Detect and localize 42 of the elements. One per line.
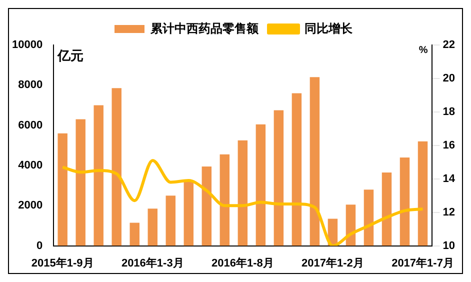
bar <box>184 182 194 246</box>
y2-tick-label: 18 <box>442 106 456 118</box>
y2-tick-label: 16 <box>442 139 456 152</box>
bar <box>418 141 428 246</box>
bar <box>220 154 230 246</box>
bar <box>310 77 320 246</box>
y2-tick-label: 20 <box>442 72 456 84</box>
bar <box>130 222 140 246</box>
bar <box>400 157 410 246</box>
y-tick-label: 4000 <box>18 160 43 172</box>
legend-label: 同比增长 <box>304 21 354 36</box>
y2-axis-title: % <box>418 44 428 56</box>
x-tick-label: 2017年1-2月 <box>302 256 364 270</box>
bar <box>76 119 86 246</box>
bar <box>364 190 374 246</box>
x-tick-label: 2016年1-8月 <box>211 256 274 270</box>
y2-tick-label: 14 <box>442 172 456 185</box>
bar <box>382 172 392 246</box>
y-tick-label: 2000 <box>18 200 43 212</box>
y-tick-label: 10000 <box>12 39 43 52</box>
bar <box>292 93 302 246</box>
bar <box>274 110 284 246</box>
y-tick-label: 8000 <box>18 79 43 92</box>
y2-tick-label: 22 <box>442 39 456 52</box>
bar <box>148 208 158 246</box>
y-tick-label: 6000 <box>18 119 43 132</box>
bar <box>238 140 248 246</box>
bar <box>166 196 176 246</box>
x-tick-label: 2016年1-3月 <box>121 256 184 270</box>
bar <box>202 166 212 246</box>
y-axis-title: 亿元 <box>56 48 84 64</box>
bar <box>58 133 68 246</box>
x-tick-label: 2015年1-9月 <box>31 256 94 270</box>
y2-tick-label: 10 <box>442 240 456 252</box>
bar <box>256 124 266 246</box>
bar <box>94 105 104 246</box>
y-tick-label: 0 <box>36 240 43 252</box>
y2-tick-label: 12 <box>442 206 456 218</box>
x-tick-label: 2017年1-7月 <box>392 256 454 270</box>
legend-label: 累计中西药品零售额 <box>150 21 260 36</box>
line-series <box>61 158 424 246</box>
bar <box>112 88 122 246</box>
